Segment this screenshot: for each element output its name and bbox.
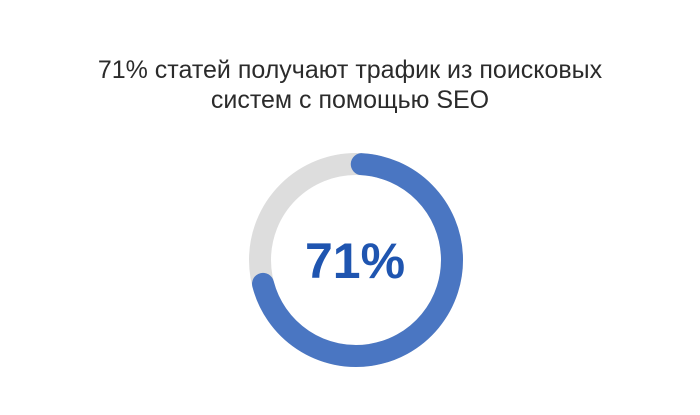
chart-title: 71% статей получают трафик из поисковых …	[0, 55, 700, 115]
donut-filled-segment	[252, 153, 463, 367]
title-line-1: 71% статей получают трафик из поисковых	[97, 56, 603, 84]
center-percentage-label: 71%	[305, 233, 405, 289]
title-line-2: систем с помощью SEO	[210, 86, 490, 114]
